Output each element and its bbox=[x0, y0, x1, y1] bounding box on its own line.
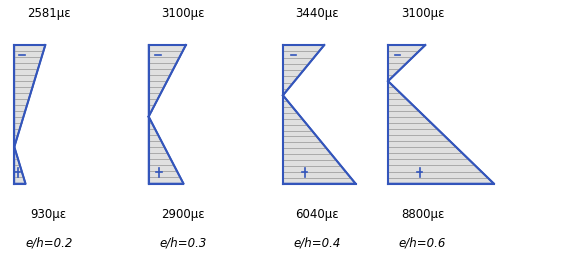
Text: e/h=0.2: e/h=0.2 bbox=[25, 236, 72, 249]
Text: 6040με: 6040με bbox=[296, 208, 339, 221]
Text: e/h=0.4: e/h=0.4 bbox=[294, 236, 341, 249]
Text: 3100με: 3100με bbox=[401, 7, 444, 20]
Polygon shape bbox=[388, 45, 425, 81]
Text: 2581με: 2581με bbox=[27, 7, 71, 20]
Polygon shape bbox=[388, 81, 494, 184]
Polygon shape bbox=[14, 45, 46, 147]
Polygon shape bbox=[148, 117, 183, 184]
Polygon shape bbox=[283, 95, 356, 184]
Text: 8800με: 8800με bbox=[401, 208, 444, 221]
Text: 3100με: 3100με bbox=[161, 7, 205, 20]
Polygon shape bbox=[14, 147, 26, 184]
Polygon shape bbox=[148, 45, 186, 117]
Text: 2900με: 2900με bbox=[161, 208, 205, 221]
Text: 930με: 930με bbox=[31, 208, 67, 221]
Polygon shape bbox=[283, 45, 324, 95]
Text: e/h=0.3: e/h=0.3 bbox=[159, 236, 207, 249]
Text: 3440με: 3440με bbox=[296, 7, 339, 20]
Text: e/h=0.6: e/h=0.6 bbox=[399, 236, 446, 249]
